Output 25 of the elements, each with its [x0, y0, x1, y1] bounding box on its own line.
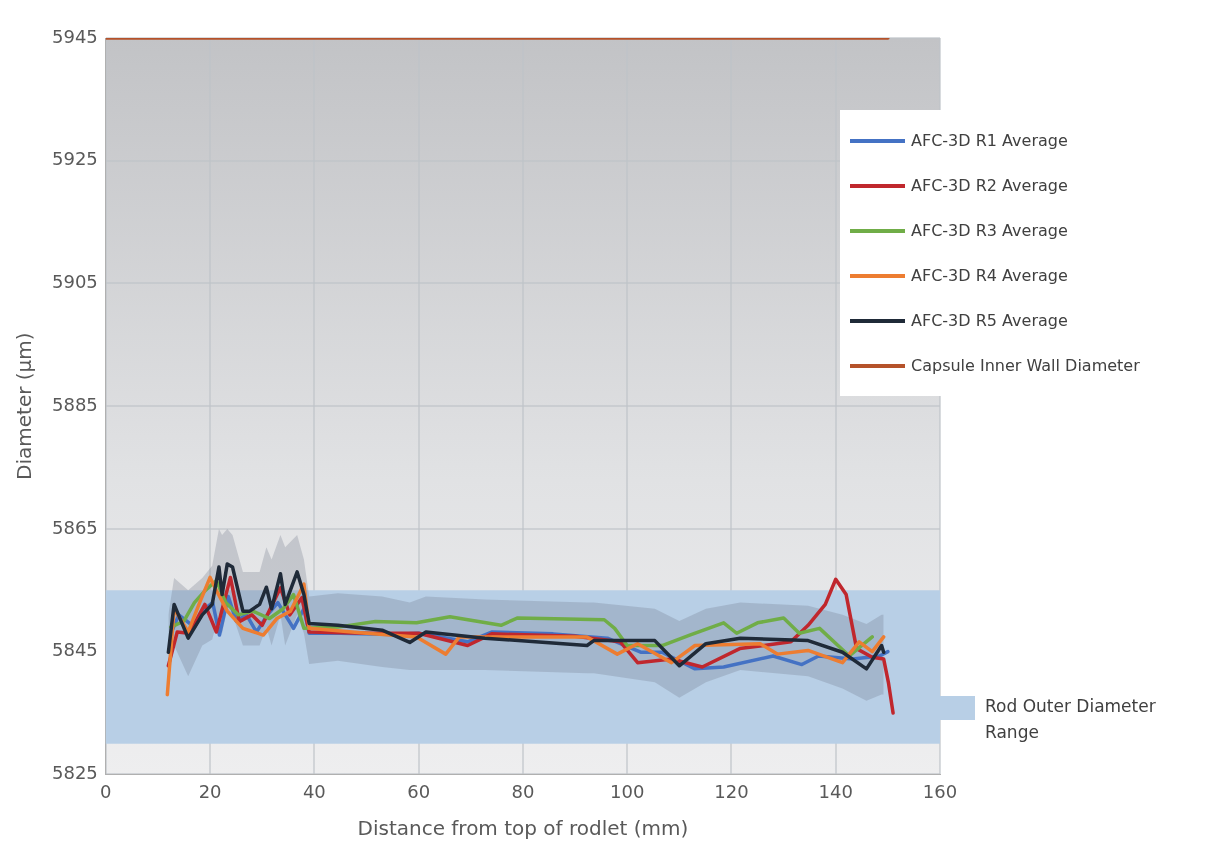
y-tick-label: 5865: [52, 516, 98, 538]
y-tick-label: 5825: [52, 762, 98, 784]
legend-label: AFC-3D R4 Average: [911, 266, 1068, 285]
y-tick-label: 5905: [52, 271, 98, 293]
x-axis-title: Distance from top of rodlet (mm): [357, 816, 689, 841]
legend-label: AFC-3D R5 Average: [911, 311, 1068, 330]
legend-label: AFC-3D R1 Average: [911, 131, 1068, 150]
x-tick-label: 160: [922, 780, 958, 802]
x-tick-label: 100: [610, 780, 645, 802]
band-label: Rod Outer Diameter Range: [985, 696, 1156, 743]
y-axis-title: Diameter (µm): [12, 332, 37, 480]
legend-label: AFC-3D R3 Average: [911, 221, 1068, 240]
legend-label: Capsule Inner Wall Diameter: [911, 356, 1140, 375]
x-tick-label: 0: [100, 780, 112, 802]
x-tick-label: 120: [714, 780, 749, 802]
x-tick-label: 60: [407, 780, 431, 802]
x-tick-label: 80: [511, 780, 535, 802]
y-tick-label: 5845: [52, 639, 98, 661]
y-tick-label: 5945: [52, 25, 98, 47]
x-tick-label: 40: [302, 780, 326, 802]
x-tick-label: 20: [198, 780, 222, 802]
y-tick-label: 5925: [52, 148, 98, 170]
y-tick-label: 5885: [52, 393, 98, 415]
legend-label: AFC-3D R2 Average: [911, 176, 1068, 195]
x-tick-label: 140: [818, 780, 853, 802]
